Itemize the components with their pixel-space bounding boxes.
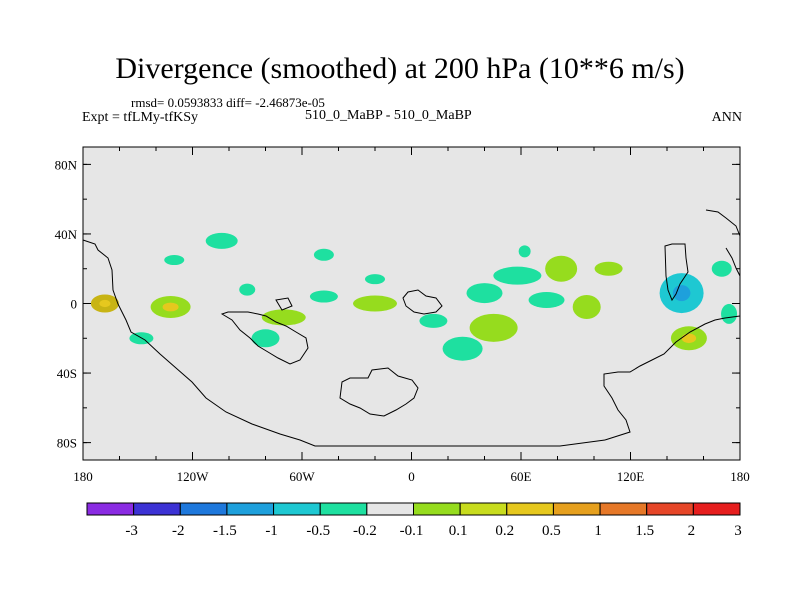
season-label: ANN [711,110,742,125]
colorbar-swatch [459,502,508,516]
experiment-label: Expt = tfLMy-tfKSy [82,110,198,125]
colorbar-label: 0.2 [495,523,514,539]
colorbar-swatch [319,502,368,516]
colorbar [86,502,741,516]
y-tick-label: 40S [57,366,77,381]
x-tick-label: 60W [289,469,315,484]
colorbar-swatch [226,502,275,516]
y-tick-label: 0 [71,297,78,312]
stats-line: rmsd= 0.0593833 diff= -2.46873e-05 [131,95,325,110]
anomaly-blob [239,283,256,296]
x-tick-label: 60E [511,469,532,484]
colorbar-label: 3 [734,523,742,539]
colorbar-label: 0.1 [449,523,468,539]
coastline-north-pacific [705,209,741,237]
colorbar-label: -0.1 [400,523,424,539]
tick-layer [82,147,741,460]
colorbar-label: 1 [594,523,602,539]
coastline-island-small [275,297,293,311]
coastline-americas [82,239,606,447]
anomaly-blob [469,313,518,342]
anomaly-blob [251,329,280,348]
colorbar-label: 2 [688,523,696,539]
anomaly-blob [365,274,385,285]
anomaly-blob [711,260,732,277]
anomaly-blob [309,290,338,303]
anomaly-blob [313,248,334,261]
colorbar-label: 0.5 [542,523,561,539]
anomaly-blob [261,309,306,326]
colorbar-label: -0.2 [353,523,377,539]
anomaly-blob [721,303,738,324]
coastline-central-america [220,311,309,365]
colorbar-label: -2 [172,523,185,539]
colorbar-label: -1 [265,523,278,539]
colorbar-swatch [413,502,461,516]
colorbar-label: -3 [125,523,138,539]
plot-background [83,147,740,460]
colorbar-label: -0.5 [306,523,330,539]
coastline-east-asia [664,243,689,302]
x-tick-label: 180 [730,469,750,484]
anomaly-core [99,299,111,308]
anomaly-core [672,285,691,302]
colorbar-swatch [366,502,415,516]
colorbar-swatch [552,502,601,516]
colorbar-swatch [179,502,228,516]
plot-area: 180 120W 60W 0 60E 120E 180 80N 40N 0 40S 80S [55,146,750,484]
colorbar-swatch [273,502,321,516]
anomaly-blob [466,283,503,304]
axis-label-layer: 180 120W 60W 0 60E 120E 180 80N 40N 0 40S 80S [55,157,750,484]
colorbar-swatch [599,502,648,516]
anomaly-blob [442,336,483,361]
plot-title: Divergence (smoothed) at 200 hPa (10**6 … [115,52,685,85]
x-tick-label: 180 [73,469,93,484]
colorbar-swatch [133,502,181,516]
colorbar-label: -1.5 [213,523,237,539]
x-tick-label: 120W [177,469,210,484]
anomaly-blob [518,245,531,258]
coastline-east-pacific [725,247,741,277]
y-tick-label: 40N [55,227,78,242]
anomaly-blob [528,292,565,309]
x-tick-label: 0 [408,469,415,484]
anomaly-core [162,302,179,312]
colorbar-swatch [506,502,554,516]
anomaly-blob [545,255,578,282]
colorbar-swatch [692,502,741,516]
coastline-layer [82,209,741,447]
anomaly-core [681,333,697,344]
coastline-africa-north [402,289,443,315]
colorbar-swatch [646,502,694,516]
anomaly-blob [594,261,623,276]
anomaly-blob [419,313,448,328]
anomaly-blob [164,255,185,266]
colorbar-label: 1.5 [635,523,654,539]
anomaly-blob [205,232,238,249]
colorbar-labels: -3 -2 -1.5 -1 -0.5 -0.2 -0.1 0.1 0.2 0.5 1 1.5 2 3 [125,523,741,539]
x-tick-label: 120E [617,469,645,484]
y-tick-label: 80S [57,436,77,451]
anomaly-blob [493,266,542,285]
colorbar-swatch [86,502,135,516]
y-tick-label: 80N [55,157,78,172]
anomaly-blob [572,294,601,319]
anomaly-blob [353,295,397,312]
case-label: 510_0_MaBP - 510_0_MaBP [305,108,472,123]
coastline-antarctic-island [339,367,419,417]
coastline-asia-pacific [603,315,741,441]
